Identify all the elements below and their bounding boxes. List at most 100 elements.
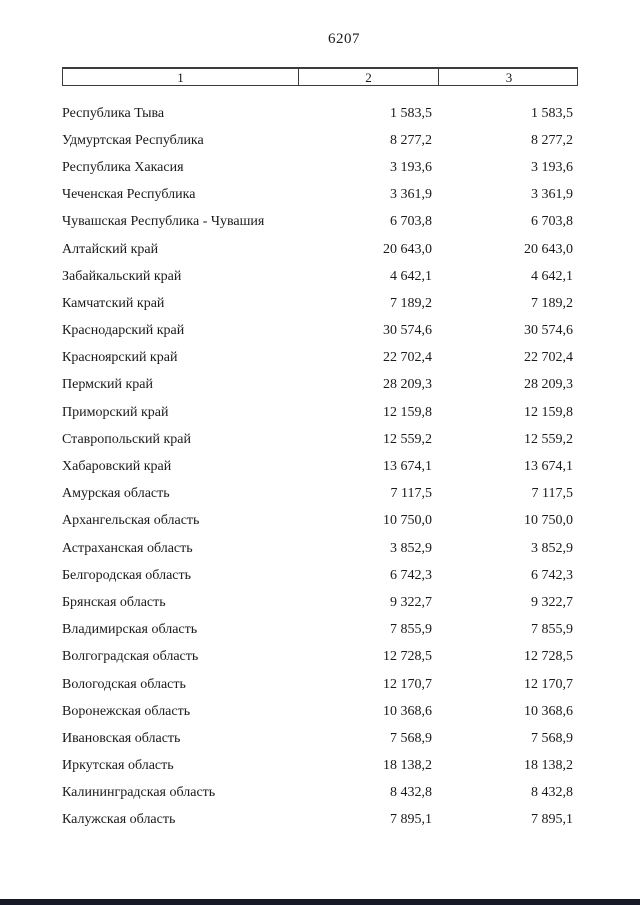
page-number: 6207 — [328, 31, 360, 47]
value-col3: 28 209,3 — [524, 377, 573, 393]
value-col3: 18 138,2 — [524, 758, 573, 774]
value-col3: 1 583,5 — [531, 105, 573, 121]
table-row: Алтайский край 20 643,0 20 643,0 — [62, 236, 573, 263]
value-col2: 12 159,8 — [383, 404, 432, 420]
table-row: Ставропольский край 12 559,2 12 559,2 — [62, 426, 573, 453]
table-row: Иркутская область 18 138,2 18 138,2 — [62, 753, 573, 780]
table-row: Красноярский край 22 702,4 22 702,4 — [62, 345, 573, 372]
value-col3: 8 277,2 — [531, 132, 573, 148]
region-name: Краснодарский край — [62, 323, 185, 339]
region-name: Чеченская Республика — [62, 187, 196, 203]
table-row: Пермский край 28 209,3 28 209,3 — [62, 372, 573, 399]
value-col2: 12 559,2 — [383, 431, 432, 447]
region-name: Калининградская область — [62, 785, 216, 801]
table-row: Волгоградская область 12 728,5 12 728,5 — [62, 644, 573, 671]
region-name: Владимирская область — [62, 622, 198, 638]
region-name: Калужская область — [62, 812, 176, 828]
table-row: Чувашская Республика - Чувашия 6 703,8 6… — [62, 209, 573, 236]
value-col2: 7 189,2 — [390, 295, 432, 311]
value-col3: 12 559,2 — [524, 431, 573, 447]
value-col3: 7 895,1 — [531, 812, 573, 828]
table-row: Воронежская область 10 368,6 10 368,6 — [62, 698, 573, 725]
table-row: Камчатский край 7 189,2 7 189,2 — [62, 290, 573, 317]
table-row: Вологодская область 12 170,7 12 170,7 — [62, 671, 573, 698]
value-col3: 7 189,2 — [531, 295, 573, 311]
table-row: Амурская область 7 117,5 7 117,5 — [62, 481, 573, 508]
region-name: Удмуртская Республика — [62, 132, 204, 148]
region-name: Вологодская область — [62, 676, 186, 692]
value-col3: 12 159,8 — [524, 404, 573, 420]
value-col3: 7 855,9 — [531, 622, 573, 638]
region-name: Брянская область — [62, 594, 166, 610]
region-name: Забайкальский край — [62, 268, 182, 284]
value-col3: 12 728,5 — [524, 649, 573, 665]
region-name: Камчатский край — [62, 295, 165, 311]
table-row: Астраханская область 3 852,9 3 852,9 — [62, 535, 573, 562]
value-col2: 7 895,1 — [390, 812, 432, 828]
value-col3: 30 574,6 — [524, 323, 573, 339]
value-col2: 4 642,1 — [390, 268, 432, 284]
value-col2: 6 742,3 — [390, 567, 432, 583]
table-header-col-3: 3 — [438, 69, 579, 85]
table-row: Чеченская Республика 3 361,9 3 361,9 — [62, 182, 573, 209]
value-col2: 12 728,5 — [383, 649, 432, 665]
value-col2: 13 674,1 — [383, 459, 432, 475]
region-name: Ивановская область — [62, 730, 181, 746]
value-col3: 3 852,9 — [531, 540, 573, 556]
value-col3: 22 702,4 — [524, 350, 573, 366]
value-col2: 1 583,5 — [390, 105, 432, 121]
value-col2: 6 703,8 — [390, 214, 432, 230]
region-name: Белгородская область — [62, 567, 192, 583]
value-col3: 20 643,0 — [524, 241, 573, 257]
value-col3: 7 117,5 — [531, 486, 573, 502]
table-row: Удмуртская Республика 8 277,2 8 277,2 — [62, 127, 573, 154]
table-row: Республика Тыва 1 583,5 1 583,5 — [62, 100, 573, 127]
table-row: Калужская область 7 895,1 7 895,1 — [62, 807, 573, 834]
region-name: Хабаровский край — [62, 459, 172, 475]
value-col2: 7 117,5 — [390, 486, 432, 502]
value-col2: 10 368,6 — [383, 703, 432, 719]
table-row: Брянская область 9 322,7 9 322,7 — [62, 589, 573, 616]
table-row: Ивановская область 7 568,9 7 568,9 — [62, 725, 573, 752]
value-col3: 3 193,6 — [531, 159, 573, 175]
region-name: Волгоградская область — [62, 649, 199, 665]
value-col3: 10 750,0 — [524, 513, 573, 529]
region-name: Астраханская область — [62, 540, 193, 556]
value-col2: 22 702,4 — [383, 350, 432, 366]
table-row: Калининградская область 8 432,8 8 432,8 — [62, 780, 573, 807]
table-row: Краснодарский край 30 574,6 30 574,6 — [62, 318, 573, 345]
value-col2: 12 170,7 — [383, 676, 432, 692]
region-name: Алтайский край — [62, 241, 159, 257]
value-col3: 7 568,9 — [531, 730, 573, 746]
value-col2: 8 277,2 — [390, 132, 432, 148]
value-col3: 13 674,1 — [524, 459, 573, 475]
region-name: Амурская область — [62, 486, 170, 502]
value-col3: 8 432,8 — [531, 785, 573, 801]
value-col3: 6 703,8 — [531, 214, 573, 230]
value-col2: 8 432,8 — [390, 785, 432, 801]
region-name: Республика Тыва — [62, 105, 165, 121]
value-col2: 3 852,9 — [390, 540, 432, 556]
value-col2: 7 855,9 — [390, 622, 432, 638]
value-col2: 18 138,2 — [383, 758, 432, 774]
value-col2: 20 643,0 — [383, 241, 432, 257]
table-row: Владимирская область 7 855,9 7 855,9 — [62, 617, 573, 644]
table-header-col-1: 1 — [177, 69, 184, 85]
table-row: Архангельская область 10 750,0 10 750,0 — [62, 508, 573, 535]
value-col3: 10 368,6 — [524, 703, 573, 719]
value-col2: 3 193,6 — [390, 159, 432, 175]
value-col2: 10 750,0 — [383, 513, 432, 529]
value-col2: 30 574,6 — [383, 323, 432, 339]
table-row: Хабаровский край 13 674,1 13 674,1 — [62, 453, 573, 480]
region-name: Ставропольский край — [62, 431, 191, 447]
table-header-col-2: 2 — [298, 69, 438, 85]
bottom-bar — [0, 899, 640, 905]
region-name: Иркутская область — [62, 758, 174, 774]
region-name: Красноярский край — [62, 350, 178, 366]
table-body: Республика Тыва 1 583,5 1 583,5 Удмуртск… — [62, 100, 573, 834]
value-col3: 4 642,1 — [531, 268, 573, 284]
region-name: Приморский край — [62, 404, 169, 420]
table-row: Республика Хакасия 3 193,6 3 193,6 — [62, 154, 573, 181]
value-col3: 6 742,3 — [531, 567, 573, 583]
